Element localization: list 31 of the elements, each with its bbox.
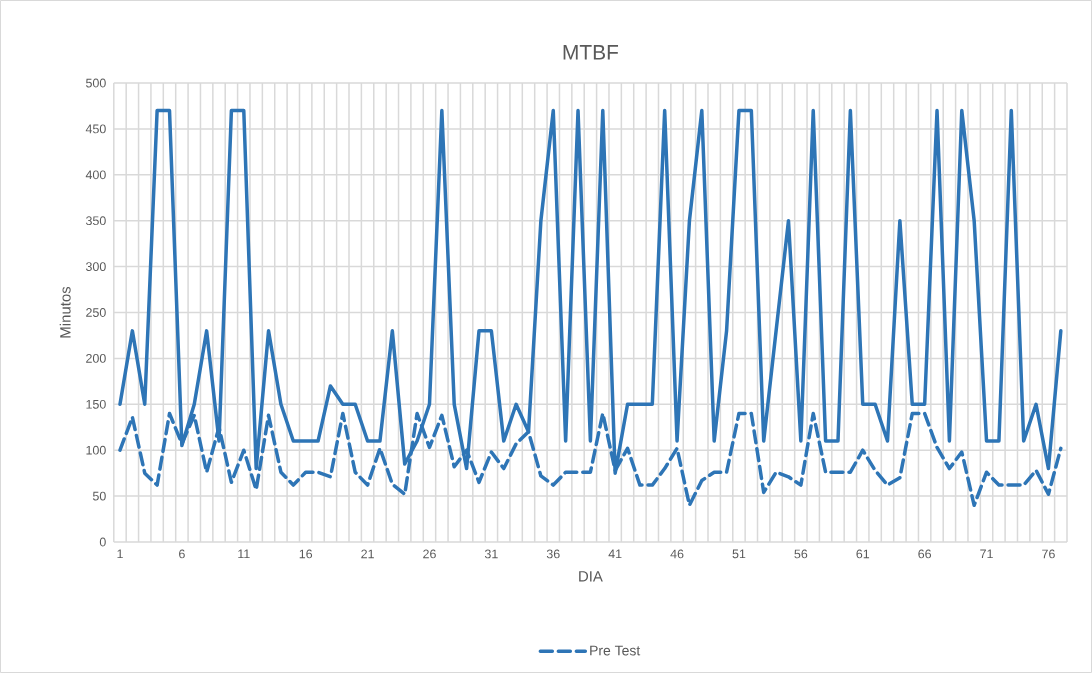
- y-tick-label: 450: [85, 124, 106, 134]
- x-tick-label: 1: [117, 549, 123, 559]
- y-tick-label: 350: [85, 216, 106, 226]
- y-tick-label: 250: [86, 308, 106, 317]
- x-tick-label: 41: [608, 549, 622, 559]
- y-tick-label: 500: [86, 78, 106, 88]
- x-tick-label: 46: [670, 549, 684, 559]
- y-tick-label: 400: [85, 170, 106, 180]
- y-axis-title: Minutos: [59, 286, 71, 338]
- y-tick-label: 0: [99, 537, 106, 547]
- x-tick-label: 56: [794, 549, 808, 559]
- y-tick-label: 50: [92, 491, 106, 501]
- x-tick-label: 71: [980, 549, 993, 559]
- x-tick-label: 16: [299, 549, 313, 559]
- y-tick-label: 200: [86, 354, 106, 363]
- y-tick-label: 100: [86, 445, 106, 455]
- legend-label: Pre Test: [590, 645, 641, 656]
- x-tick-label: 66: [918, 549, 932, 559]
- x-tick-label: 31: [484, 549, 498, 559]
- x-tick-label: 51: [732, 549, 746, 559]
- y-tick-label: 300: [85, 262, 106, 272]
- x-tick-label: 76: [1042, 549, 1055, 559]
- x-axis-title: DIA: [579, 571, 603, 582]
- x-tick-label: 61: [856, 549, 870, 559]
- x-tick-label: 36: [546, 549, 560, 559]
- y-tick-label: 150: [86, 399, 106, 409]
- x-tick-label: 21: [361, 549, 374, 559]
- x-tick-label: 11: [238, 549, 250, 559]
- x-tick-label: 6: [179, 549, 185, 559]
- chart-title: MTBF: [563, 45, 619, 60]
- x-tick-label: 26: [423, 549, 436, 559]
